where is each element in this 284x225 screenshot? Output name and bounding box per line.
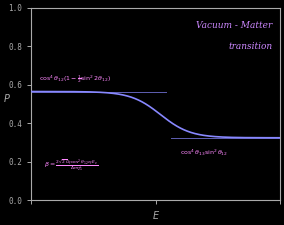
Text: $\beta = \frac{2\sqrt{2}G_F\cos^2\theta_{12}\epsilon_F E_\nu}{\Delta m^2_{21}}$: $\beta = \frac{2\sqrt{2}G_F\cos^2\theta_… [44,158,98,174]
Text: $\cos^4\theta_{12}(1 - \frac{1}{2}\sin^2 2\theta_{12})$: $\cos^4\theta_{12}(1 - \frac{1}{2}\sin^2… [39,73,111,85]
Text: $\cos^4\theta_{13}\sin^2\theta_{12}$: $\cos^4\theta_{13}\sin^2\theta_{12}$ [180,147,228,157]
Text: Vacuum - Matter: Vacuum - Matter [196,21,272,30]
Y-axis label: P: P [4,94,10,104]
X-axis label: E: E [153,211,159,221]
Text: transition: transition [228,42,272,51]
